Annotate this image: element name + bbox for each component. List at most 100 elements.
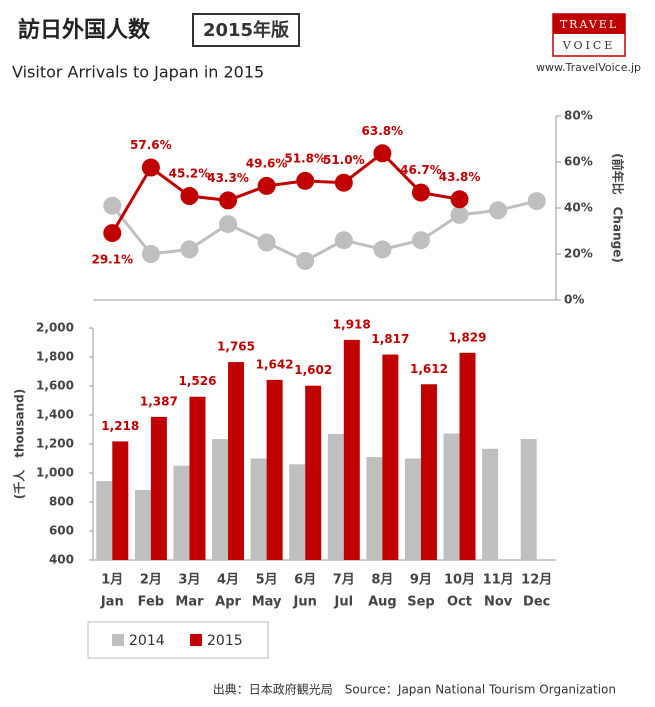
marker bbox=[296, 171, 315, 190]
data-label: 45.2% bbox=[169, 167, 211, 181]
marker bbox=[450, 205, 469, 224]
marker bbox=[257, 233, 276, 252]
marker bbox=[527, 192, 546, 211]
marker bbox=[219, 215, 238, 234]
badge-box bbox=[192, 13, 300, 47]
data-label: 51.8% bbox=[284, 151, 326, 165]
bar bbox=[482, 448, 499, 560]
bar bbox=[404, 458, 421, 560]
data-label: 1,765 bbox=[217, 340, 255, 354]
marker bbox=[411, 231, 430, 250]
y-tick-label: 1,600 bbox=[36, 379, 74, 393]
marker bbox=[489, 201, 508, 220]
bar bbox=[96, 481, 113, 560]
bar bbox=[459, 352, 476, 560]
subtitle: Visitor Arrivals to Japan in 2015 bbox=[12, 63, 264, 82]
data-label: 1,387 bbox=[140, 394, 178, 408]
x-tick-label: 4月 bbox=[217, 573, 239, 588]
data-label: 1,602 bbox=[294, 363, 332, 377]
logo-line2: VOICE bbox=[562, 39, 616, 52]
bar bbox=[173, 465, 190, 560]
source: 出典：日本政府観光局 Source：Japan National Tourism… bbox=[213, 682, 616, 697]
y-tick-label: 2,000 bbox=[36, 321, 74, 335]
x-tick-label: Jun bbox=[293, 595, 317, 610]
data-label: 1,642 bbox=[256, 357, 294, 371]
data-label: 29.1% bbox=[91, 253, 133, 267]
data-label: 51.0% bbox=[323, 153, 365, 167]
marker bbox=[373, 144, 392, 163]
x-tick-label: 5月 bbox=[256, 573, 278, 588]
x-tick-label: Sep bbox=[407, 595, 435, 610]
bar bbox=[266, 379, 283, 560]
bar bbox=[150, 416, 167, 560]
x-tick-label: Jan bbox=[100, 595, 124, 610]
y-tick-label: 1,000 bbox=[36, 466, 74, 480]
bar bbox=[382, 354, 399, 560]
badge: 2015年版 bbox=[203, 19, 289, 41]
bar bbox=[443, 433, 460, 560]
bar bbox=[250, 458, 267, 560]
title: 訪日外国人数 bbox=[18, 17, 151, 43]
marker bbox=[180, 187, 199, 206]
bar bbox=[289, 464, 306, 560]
marker bbox=[296, 251, 315, 270]
data-label: 43.8% bbox=[439, 170, 481, 184]
legend-swatch bbox=[190, 634, 202, 646]
bar bbox=[112, 441, 129, 560]
data-label: 1,817 bbox=[371, 332, 409, 346]
data-label: 46.7% bbox=[400, 163, 442, 177]
bar bbox=[343, 339, 360, 560]
line bbox=[110, 151, 460, 234]
x-tick-label: 10月 bbox=[444, 573, 475, 588]
data-label: 43.3% bbox=[207, 171, 249, 185]
y-tick-label: 1,400 bbox=[36, 408, 74, 422]
y-axis-label: (前年比 Change) bbox=[611, 153, 626, 263]
legend-label: 2014 bbox=[129, 633, 165, 649]
x-tick-label: 3月 bbox=[178, 573, 200, 588]
x-tick-label: Apr bbox=[215, 595, 241, 610]
logo-band bbox=[553, 14, 625, 34]
x-tick-label: 2月 bbox=[140, 573, 162, 588]
y-tick-label: 0% bbox=[564, 293, 584, 307]
bar bbox=[134, 489, 151, 560]
x-tick-label: 12月 bbox=[521, 573, 552, 588]
x-tick-label: 9月 bbox=[410, 573, 432, 588]
y-tick-label: 20% bbox=[564, 247, 593, 261]
x-tick-label: 7月 bbox=[333, 573, 355, 588]
marker bbox=[103, 196, 122, 215]
y-tick-label: 60% bbox=[564, 155, 593, 169]
x-tick-label: 11月 bbox=[483, 573, 514, 588]
logo-line1: TRAVEL bbox=[560, 18, 618, 31]
y-tick-label: 1,200 bbox=[36, 437, 74, 451]
data-label: 63.8% bbox=[362, 124, 404, 138]
marker bbox=[373, 240, 392, 259]
marker bbox=[257, 176, 276, 195]
data-label: 1,526 bbox=[178, 374, 216, 388]
x-tick-label: 8月 bbox=[371, 573, 393, 588]
marker bbox=[103, 224, 122, 243]
x-tick-label: Dec bbox=[523, 595, 550, 610]
y-tick-label: 80% bbox=[564, 109, 593, 123]
x-tick-label: May bbox=[252, 595, 282, 610]
marker bbox=[411, 183, 430, 202]
bar bbox=[366, 457, 383, 560]
x-tick-label: 6月 bbox=[294, 573, 316, 588]
data-label: 1,918 bbox=[333, 317, 371, 331]
data-label: 1,612 bbox=[410, 362, 448, 376]
bar bbox=[420, 384, 437, 560]
data-label: 1,829 bbox=[449, 330, 487, 344]
y-tick-label: 400 bbox=[49, 553, 74, 567]
y-tick-label: 1,800 bbox=[36, 350, 74, 364]
bar bbox=[305, 385, 322, 560]
legend-label: 2015 bbox=[207, 633, 243, 649]
x-tick-label: Oct bbox=[447, 595, 472, 610]
data-label: 49.6% bbox=[246, 156, 288, 170]
y-axis-label: (千人 thousand) bbox=[12, 389, 27, 499]
marker bbox=[334, 231, 353, 250]
marker bbox=[180, 240, 199, 259]
bar bbox=[327, 433, 344, 560]
x-tick-label: Nov bbox=[484, 595, 513, 610]
marker bbox=[450, 190, 469, 209]
bar bbox=[228, 362, 245, 560]
